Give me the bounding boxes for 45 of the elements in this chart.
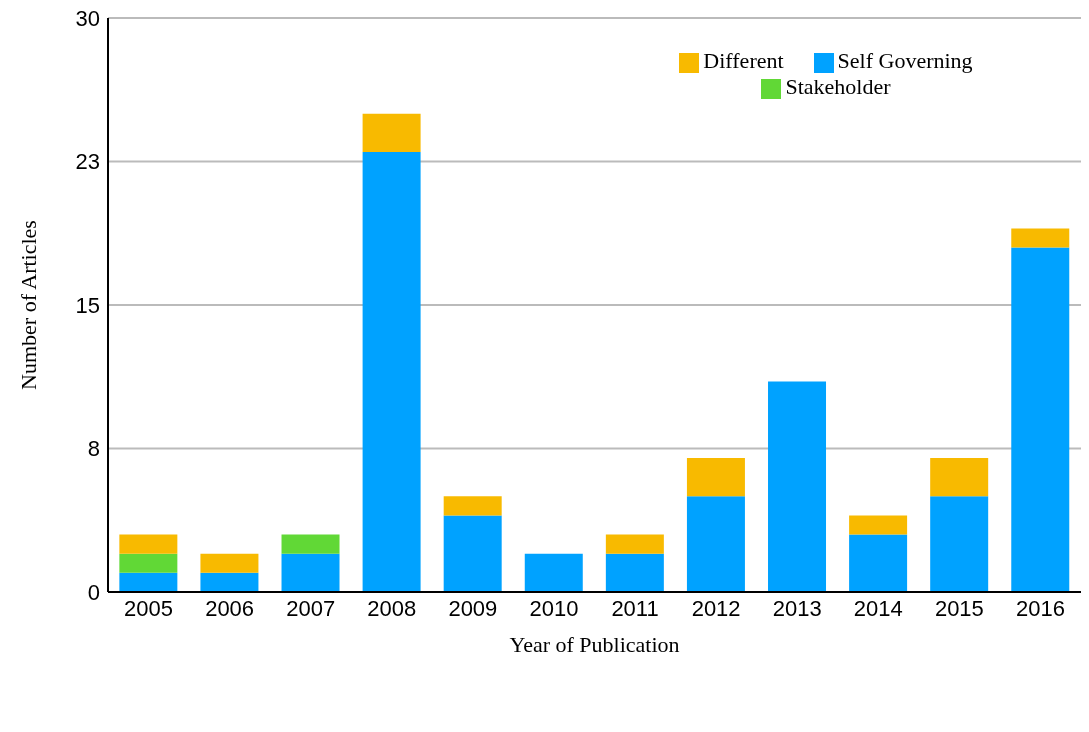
bar — [1011, 247, 1070, 592]
bar — [362, 151, 421, 592]
bar — [930, 496, 989, 592]
x-tick-label: 2008 — [367, 595, 417, 621]
bar — [524, 553, 583, 592]
bar — [605, 553, 664, 592]
bar — [1011, 228, 1070, 248]
y-axis-title: Number of Articles — [15, 220, 41, 390]
y-tick-label: 30 — [75, 5, 100, 31]
x-tick-label: 2016 — [1015, 595, 1065, 621]
x-tick-label: 2009 — [448, 595, 498, 621]
y-tick-label: 23 — [75, 149, 100, 175]
bar — [362, 113, 421, 152]
bar — [686, 496, 745, 592]
y-tick-label: 8 — [87, 436, 100, 462]
bar — [281, 534, 340, 554]
legend-label: Stakeholder — [785, 74, 891, 99]
x-tick-label: 2010 — [529, 595, 579, 621]
bar — [686, 458, 745, 497]
x-tick-label: 2005 — [124, 595, 174, 621]
bar — [849, 534, 908, 592]
bar — [443, 496, 502, 516]
x-axis-title: Year of Publication — [509, 632, 680, 657]
bar — [605, 534, 664, 554]
bar — [849, 515, 908, 535]
legend-label: Different — [703, 48, 784, 73]
legend-label: Self Governing — [837, 48, 973, 73]
bar — [119, 572, 178, 592]
x-tick-label: 2013 — [772, 595, 822, 621]
bar — [119, 553, 178, 573]
x-tick-label: 2015 — [934, 595, 984, 621]
bar — [281, 553, 340, 592]
bar — [930, 458, 989, 497]
x-tick-label: 2014 — [853, 595, 903, 621]
bar — [200, 553, 259, 573]
bar — [119, 534, 178, 554]
bar — [200, 572, 259, 592]
y-tick-label: 0 — [87, 579, 100, 605]
bar — [768, 381, 827, 592]
x-tick-label: 2007 — [286, 595, 336, 621]
y-tick-label: 15 — [75, 292, 100, 318]
x-tick-label: 2006 — [205, 595, 255, 621]
bar — [443, 515, 502, 592]
x-tick-label: 2011 — [611, 595, 659, 621]
x-tick-label: 2012 — [691, 595, 741, 621]
